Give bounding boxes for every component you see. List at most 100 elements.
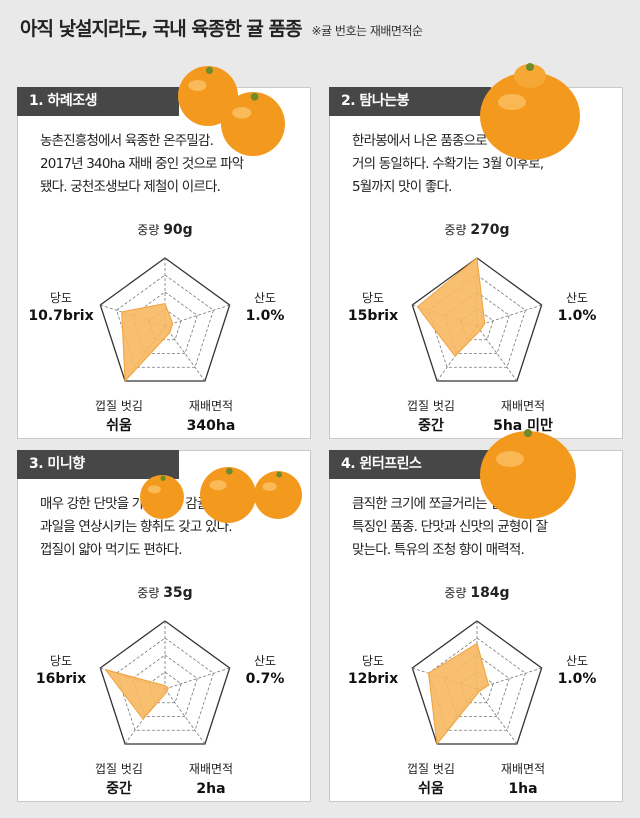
mini-tangerine-2-icon	[200, 467, 256, 523]
description-line: 매우 강한 단맛을 가진 미니 감귤. 열대	[40, 496, 240, 512]
winter-prince-icon	[480, 429, 576, 519]
axis-name-sugar: 당도	[362, 654, 384, 668]
tangerine-right-icon	[221, 92, 285, 156]
radar-spoke	[164, 688, 206, 745]
variety-card: 4. 윈터프린스 큼직한 크기에 쪼글거리는 겉껍질이 특징인 품종. 단맛과 신맛…	[329, 429, 623, 802]
axis-value-acidity: 1.0%	[246, 308, 285, 324]
radar-series-area	[104, 668, 169, 721]
hallabong-icon	[480, 63, 580, 160]
axis-value: 35g	[163, 585, 193, 601]
mini-tangerine-3-icon	[254, 471, 302, 519]
axis-name: 중량	[444, 586, 470, 600]
card-description: 농촌진흥청에서 육종한 온주밀감. 2017년 340ha 재배 중인 것으로 파…	[40, 130, 298, 199]
axis-name-sugar: 당도	[50, 291, 72, 305]
description-line: 특징인 품종. 단맛과 신맛의 균형이 잘	[352, 519, 548, 535]
axis-value-area: 5ha 미만	[493, 418, 553, 434]
description-line: 됐다. 궁천조생보다 제철이 이르다.	[40, 179, 221, 195]
radar-ring	[148, 671, 182, 704]
radar-spoke	[164, 304, 230, 327]
axis-name-peel: 껍질 벗김	[407, 762, 455, 776]
axis-value-sugar: 10.7brix	[28, 308, 93, 324]
winter-prince-body-icon	[480, 429, 576, 519]
card-title: 3. 미니향	[17, 450, 179, 479]
axis-value-acidity: 1.0%	[558, 671, 597, 687]
mini-tangerine-1-icon	[140, 475, 184, 519]
axis-name-peel: 껍질 벗김	[95, 762, 143, 776]
radar-spoke	[476, 304, 542, 327]
radar-ring	[99, 620, 231, 745]
axis-name-area: 재배면적	[189, 399, 233, 413]
description-line: 과일을 연상시키는 향취도 갖고 있다.	[40, 519, 233, 535]
axis-name-area: 재배면적	[501, 762, 545, 776]
axis-value-peel: 중간	[418, 417, 444, 434]
radar-ring	[460, 671, 494, 704]
axis-value: 184g	[470, 585, 509, 601]
axis-name-peel: 껍질 벗김	[407, 399, 455, 413]
axis-value-peel: 쉬움	[418, 781, 444, 797]
axis-value-area: 340ha	[187, 418, 236, 434]
axis-value-acidity: 1.0%	[558, 308, 597, 324]
hallabong-body-icon	[480, 63, 580, 160]
radar-spoke	[476, 325, 518, 382]
tangerine-left-icon	[178, 66, 238, 126]
radar-series-area	[121, 302, 174, 383]
radar-spoke	[164, 667, 230, 690]
axis-label-weight: 중량 90g	[137, 222, 192, 238]
axis-value-sugar: 15brix	[348, 308, 398, 324]
card-title: 2. 탐나는봉	[329, 87, 491, 116]
radar-ring	[411, 257, 543, 382]
mini-tangerines-icon	[140, 467, 302, 523]
axis-name-area: 재배면적	[189, 762, 233, 776]
page-title: 아직 낯설지라도, 국내 육종한 귤 품종	[20, 18, 302, 40]
description-line: 5월까지 맛이 좋다.	[352, 179, 452, 195]
description-line: 맞는다. 특유의 조청 향이 매력적.	[352, 542, 525, 558]
axis-label-weight: 중량 35g	[137, 585, 192, 601]
radar-series-area	[416, 257, 486, 358]
axis-name-acidity: 산도	[254, 291, 276, 305]
axis-name: 중량	[137, 223, 163, 237]
axis-value-peel: 중간	[106, 780, 132, 797]
axis-value: 270g	[470, 222, 509, 238]
radar-ring	[411, 620, 543, 745]
axis-name-sugar: 당도	[50, 654, 72, 668]
tangerine-pair-icon	[178, 66, 285, 156]
radar-ring	[132, 654, 198, 717]
axis-label-weight: 중량 184g	[444, 585, 509, 601]
axis-name-acidity: 산도	[566, 291, 588, 305]
axis-value-sugar: 16brix	[36, 671, 86, 687]
card-title: 1. 하례조생	[17, 87, 179, 116]
axis-value-area: 1ha	[508, 781, 537, 797]
axis-name-acidity: 산도	[254, 654, 276, 668]
axis-value-acidity: 0.7%	[246, 671, 285, 687]
axis-name: 중량	[444, 223, 470, 237]
axis-name-area: 재배면적	[501, 399, 545, 413]
axis-name-sugar: 당도	[362, 291, 384, 305]
radar-ring	[460, 308, 494, 341]
axis-value: 90g	[163, 222, 193, 238]
radar-spoke	[164, 325, 206, 382]
axis-name-acidity: 산도	[566, 654, 588, 668]
description-line: 2017년 340ha 재배 중인 것으로 파악	[40, 156, 244, 172]
radar-series-area	[427, 642, 490, 746]
axis-value-sugar: 12brix	[348, 671, 398, 687]
axis-label-weight: 중량 270g	[444, 222, 509, 238]
description-line: 농촌진흥청에서 육종한 온주밀감.	[40, 133, 214, 149]
radar-spoke	[476, 688, 518, 745]
variety-card: 2. 탐나는봉 한라봉에서 나온 품종으로 생김새는 거의 동일하다. 수확기는 3…	[329, 63, 623, 439]
header-note: ※귤 번호는 재배면적순	[311, 24, 424, 38]
description-line: 껍질이 얇아 먹기도 편하다.	[40, 542, 183, 558]
description-line: 거의 동일하다. 수확기는 3월 이후로,	[352, 156, 544, 172]
header: 아직 낯설지라도, 국내 육종한 귤 품종 ※귤 번호는 재배면적순	[20, 14, 423, 44]
axis-name-peel: 껍질 벗김	[95, 399, 143, 413]
axis-value-area: 2ha	[196, 781, 225, 797]
radar-ring	[99, 257, 231, 382]
axis-name: 중량	[137, 586, 163, 600]
axis-value-peel: 쉬움	[106, 418, 132, 434]
